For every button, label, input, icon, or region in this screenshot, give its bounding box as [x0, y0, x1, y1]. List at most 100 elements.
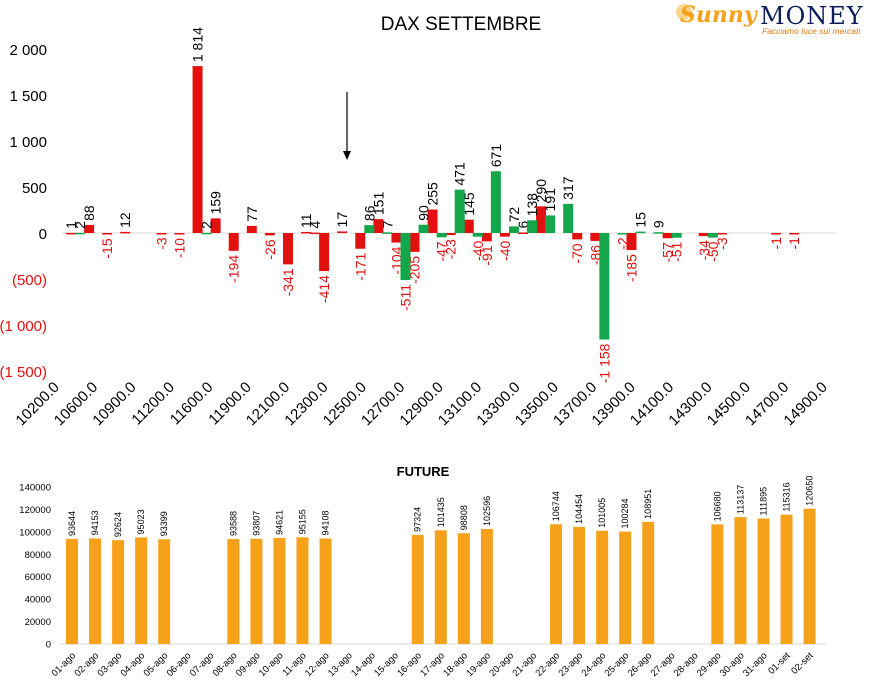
future-x-tick-label: 02-set: [789, 650, 816, 677]
bar-red: [662, 233, 673, 239]
bar-green: [490, 171, 501, 233]
data-label: 77: [244, 206, 260, 222]
future-bar: [711, 524, 724, 644]
logo-brand-right: MONEY: [760, 2, 864, 30]
bar-red: [337, 231, 348, 233]
future-data-label: 115316: [782, 482, 792, 511]
future-x-tick-label: 03-ago: [96, 650, 125, 679]
data-label: 191: [542, 188, 558, 212]
future-data-label: 104454: [574, 494, 584, 524]
data-label: 4: [307, 221, 323, 229]
future-x-tick-label: 02-ago: [72, 650, 101, 679]
data-label: 2: [72, 221, 88, 229]
bar-green: [472, 233, 483, 237]
bar-green: [617, 233, 628, 235]
bar-red: [391, 233, 402, 243]
bar-red: [246, 225, 257, 233]
future-bar: [66, 538, 78, 644]
future-data-label: 95023: [136, 509, 146, 534]
logo-brand-left: Sunny: [680, 2, 757, 28]
future-bar: [803, 508, 816, 644]
data-label: 11: [298, 213, 314, 228]
future-x-tick-label: 27-ago: [649, 650, 678, 679]
future-y-tick-label: 100000: [19, 527, 51, 538]
future-x-tick-label: 28-ago: [672, 650, 701, 679]
y-tick-label: (500): [12, 272, 47, 289]
future-bar: [573, 526, 586, 644]
data-label: -70: [569, 243, 585, 263]
future-bar: [434, 530, 447, 644]
bar-red: [66, 232, 76, 235]
future-bar: [112, 540, 125, 644]
future-x-tick-label: 17-ago: [418, 650, 447, 679]
future-data-label: 93588: [228, 511, 238, 536]
future-y-tick-label: 140000: [19, 483, 51, 494]
bar-green: [364, 225, 375, 233]
bar-red: [409, 233, 420, 252]
data-label: 1: [63, 221, 79, 229]
data-label: 671: [488, 144, 504, 168]
future-x-tick-label: 16-ago: [395, 650, 424, 679]
bar-red: [698, 233, 709, 237]
y-tick-label: (1 500): [0, 364, 47, 381]
future-bar: [619, 531, 632, 644]
data-label: -50: [705, 241, 721, 261]
data-label: -86: [587, 245, 603, 265]
bar-red: [771, 233, 782, 235]
data-label: -40: [470, 240, 486, 260]
data-label: 12: [117, 212, 133, 228]
annotation-arrow: [343, 92, 351, 160]
bar-green: [400, 233, 411, 281]
future-bar: [596, 530, 609, 644]
bar-red: [518, 232, 528, 234]
data-label: 88: [81, 205, 97, 221]
data-label: 2: [199, 221, 215, 229]
bar-red: [373, 219, 384, 233]
data-label: -40: [497, 240, 513, 260]
future-x-tick-label: 15-ago: [372, 650, 401, 679]
data-label: 1 814: [190, 27, 206, 62]
future-data-label: 93807: [251, 511, 261, 536]
future-bar: [734, 517, 747, 644]
data-label: 255: [425, 182, 441, 206]
data-label: -511: [397, 284, 413, 311]
future-bar: [273, 537, 286, 644]
future-x-tick-label: 06-ago: [165, 650, 194, 679]
data-label: 471: [452, 162, 468, 186]
bar-red: [355, 233, 366, 249]
bar-green: [563, 203, 574, 233]
bar-red: [590, 233, 601, 241]
future-y-tick-label: 0: [46, 640, 51, 651]
bar-green: [653, 232, 664, 234]
future-y-tick-label: 80000: [25, 550, 51, 561]
bar-red: [463, 219, 474, 233]
logo-tagline: Facciamo luce sui mercati: [762, 26, 861, 36]
data-label: 17: [334, 212, 350, 228]
data-label: 72: [506, 207, 522, 223]
future-data-label: 108951: [643, 489, 653, 519]
data-label: -104: [388, 246, 404, 274]
future-data-label: 113137: [735, 485, 745, 514]
future-bar: [250, 538, 263, 644]
future-bar: [135, 537, 148, 644]
future-data-label: 106680: [712, 491, 722, 521]
bar-green: [454, 189, 465, 233]
data-label: -185: [623, 254, 639, 282]
future-bar: [227, 539, 240, 644]
future-x-tick-label: 19-ago: [464, 650, 493, 679]
y-tick-label: (1 000): [0, 318, 47, 335]
bar-green: [201, 232, 212, 235]
future-x-tick-label: 12-ago: [303, 650, 332, 679]
data-label: -1: [786, 237, 802, 250]
x-tick-label: 10900.0: [89, 379, 139, 429]
future-x-tick-label: 10-ago: [257, 650, 286, 679]
future-bar: [319, 538, 332, 644]
y-tick-label: 1 500: [9, 88, 47, 105]
future-x-tick-label: 14-ago: [349, 650, 378, 679]
future-data-label: 100284: [620, 498, 630, 528]
future-bar: [550, 524, 563, 644]
chart-title: DAX SETTEMBRE: [381, 14, 541, 35]
future-y-tick-label: 120000: [19, 505, 51, 516]
data-label: 7: [379, 220, 395, 228]
